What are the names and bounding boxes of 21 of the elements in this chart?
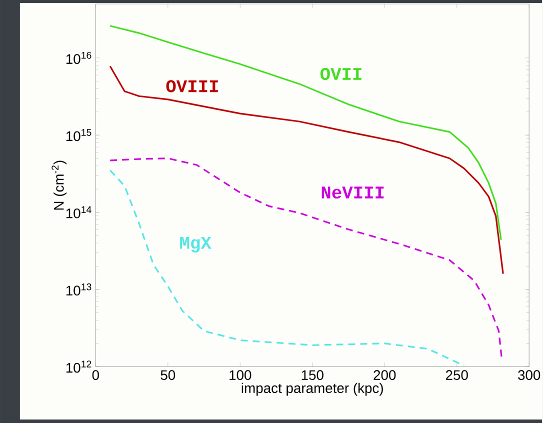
line-series <box>109 65 504 274</box>
x-tick-label: 300 <box>518 370 540 380</box>
y-tick-label: 10$^{14}$ <box>66 206 92 218</box>
y-tick-label: 10$^{15}$ <box>66 128 92 141</box>
y-axis-title: N (cm$^{-2}$) <box>52 160 67 210</box>
series-label: OVII <box>320 68 362 80</box>
series-label: OVIII <box>166 80 218 92</box>
line-series <box>109 157 502 358</box>
y-tick-label: 10$^{16}$ <box>66 52 92 64</box>
line-series <box>109 169 465 366</box>
x-tick-label: 50 <box>160 370 176 380</box>
x-tick-label: 250 <box>446 370 468 380</box>
y-tick-label: 10$^{13}$ <box>66 283 92 296</box>
x-tick-label: 100 <box>230 370 252 380</box>
series-label: MgX <box>180 236 212 252</box>
x-axis-title: impact parameter (kpc) <box>242 382 383 396</box>
x-tick-label: 0 <box>92 370 99 380</box>
y-tick-label: 10$^{12}$ <box>66 360 92 372</box>
x-tick-label: 200 <box>374 370 396 380</box>
x-tick-label: 150 <box>302 370 324 380</box>
series-label: NeVIII <box>322 186 384 198</box>
